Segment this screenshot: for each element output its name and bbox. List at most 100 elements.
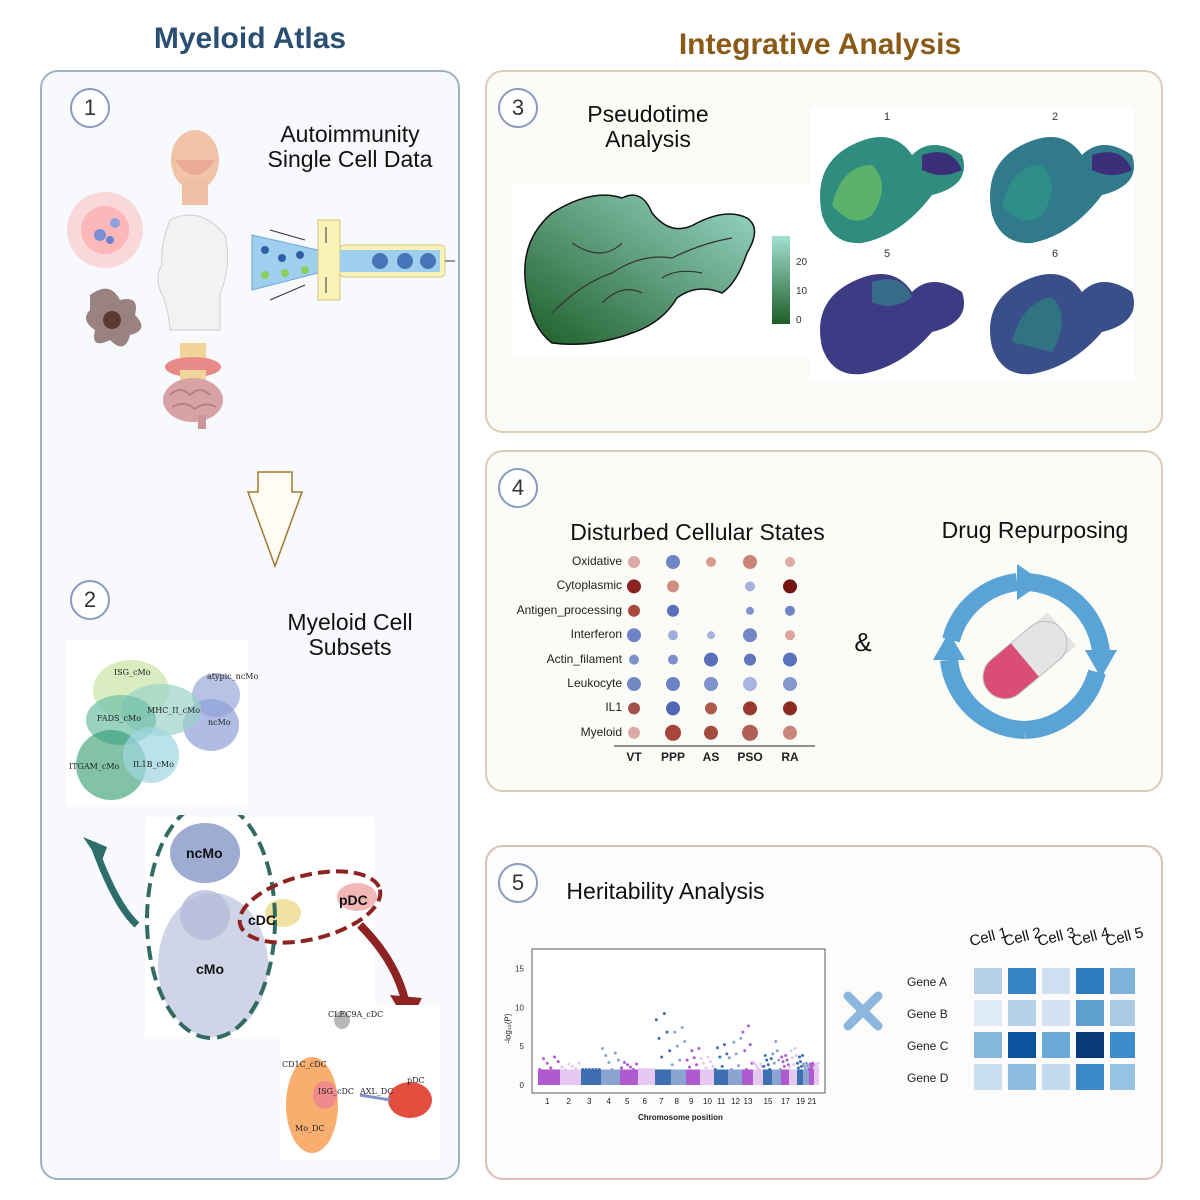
manhattan-chromosome-block (560, 1069, 581, 1085)
dot-mark (743, 701, 757, 716)
dot-row-label: Oxidative (571, 554, 622, 568)
dot-mark (627, 677, 641, 691)
manhattan-chromosome-block (728, 1069, 742, 1085)
dot-mark (706, 557, 716, 567)
manhattan-x-tick: 19 (796, 1097, 805, 1106)
manhattan-point (807, 1067, 811, 1071)
manhattan-point (734, 1052, 738, 1056)
gene-label: Gene D (907, 1071, 949, 1085)
pseudotime-trajectory-plot (512, 183, 812, 355)
cluster-label-cdc: cDC (248, 912, 277, 928)
manhattan-point (695, 1063, 698, 1067)
manhattan-point (587, 1067, 591, 1071)
myeloid-subsets-text: Myeloid Cell Subsets (287, 609, 413, 660)
dc-label-clec9a: CLEC9A_cDC (328, 1010, 384, 1019)
heatmap-cell (1110, 1064, 1135, 1090)
manhattan-point (577, 1061, 581, 1065)
manhattan-chromosome-block (601, 1069, 620, 1085)
manhattan-chromosome-block (809, 1069, 814, 1085)
dot-row-label: Actin_filament (546, 651, 622, 666)
facet-label-6: 6 (1052, 248, 1059, 260)
step-number-4: 4 (498, 468, 538, 508)
manhattan-point (757, 1067, 761, 1071)
manhattan-point (584, 1067, 588, 1071)
manhattan-chromosome-block (700, 1069, 714, 1085)
dot-mark (704, 652, 718, 667)
dot-mark (785, 557, 795, 567)
autoimmunity-illustration (67, 130, 455, 429)
step-number-2: 2 (70, 580, 110, 620)
manhattan-chromosome-block (814, 1069, 819, 1085)
manhattan-chromosome-block (581, 1069, 601, 1085)
manhattan-y-label: -log₁₀(P) (503, 1013, 513, 1044)
dot-mark (629, 654, 639, 665)
manhattan-point (613, 1051, 617, 1055)
gene-label: Gene C (907, 1039, 949, 1053)
dot-mark (628, 604, 640, 617)
manhattan-point (811, 1061, 815, 1065)
manhattan-point (697, 1046, 701, 1050)
dc-label-isg-cdc: ISG_cDC (318, 1087, 355, 1096)
umap-label-atypic-ncmo: atypic_ncMo (207, 672, 259, 681)
dot-mark (668, 654, 678, 665)
autoimmunity-data-text: Autoimmunity Single Cell Data (267, 121, 433, 172)
heatmap-cell (974, 968, 1002, 994)
manhattan-point (706, 1055, 710, 1059)
heatmap-cell (1042, 968, 1070, 994)
colorbar-tick-20: 20 (796, 257, 808, 268)
manhattan-point (771, 1052, 775, 1056)
heatmap-cell (1008, 1064, 1036, 1090)
dot-mark (704, 725, 718, 740)
dot-mark (667, 580, 679, 593)
manhattan-point (739, 1036, 743, 1040)
dot-mark (628, 556, 640, 568)
heritability-title: Heritability Analysis (566, 878, 765, 904)
manhattan-point (643, 1067, 647, 1071)
manhattan-point (616, 1058, 620, 1062)
dot-col-label: PPP (660, 750, 685, 764)
dot-mark (743, 555, 757, 569)
dot-mark (704, 677, 718, 691)
dot-mark (627, 579, 641, 594)
manhattan-point (545, 1061, 549, 1065)
manhattan-point (766, 1063, 770, 1067)
heatmap-cell (1076, 1000, 1104, 1026)
dot-mark (785, 605, 795, 616)
macrophage-icon (86, 288, 142, 347)
manhattan-chromosome-block (686, 1069, 700, 1085)
manhattan-x-tick: 17 (781, 1097, 790, 1106)
manhattan-point (725, 1052, 729, 1056)
manhattan-point (560, 1065, 564, 1069)
manhattan-point (581, 1067, 585, 1071)
manhattan-point (759, 1062, 762, 1066)
pseudotime-colorbar (772, 236, 790, 324)
heatmap-cell (1110, 1032, 1135, 1058)
dot-mark (707, 631, 715, 640)
manhattan-point (784, 1053, 788, 1057)
manhattan-point (594, 1067, 598, 1071)
manhattan-point (743, 1049, 747, 1053)
manhattan-point (815, 1064, 819, 1068)
manhattan-point (709, 1060, 712, 1064)
step-number-1: 1 (70, 88, 110, 128)
manhattan-point (796, 1061, 799, 1065)
manhattan-point (812, 1065, 816, 1069)
dot-mark (667, 604, 679, 617)
manhattan-chromosome-block (714, 1069, 728, 1085)
umap-label-mhc-ii-cmo: MHC_II_cMo (147, 706, 201, 715)
manhattan-point (768, 1067, 772, 1071)
heatmap-cell (974, 1000, 1002, 1026)
gene-label: Gene A (907, 975, 948, 989)
facet-label-5: 5 (884, 248, 891, 260)
dot-mark (783, 725, 797, 740)
human-head-icon (157, 214, 229, 331)
manhattan-point (549, 1066, 553, 1070)
colorbar-tick-0: 0 (796, 315, 802, 326)
manhattan-point (673, 1030, 677, 1034)
skin-head-icon (171, 130, 219, 205)
manhattan-chromosome-block (772, 1069, 781, 1085)
umap-label-ncmo: ncMo (208, 718, 231, 727)
manhattan-chromosome-block (638, 1069, 655, 1085)
manhattan-point (800, 1064, 803, 1068)
manhattan-point (799, 1060, 802, 1064)
